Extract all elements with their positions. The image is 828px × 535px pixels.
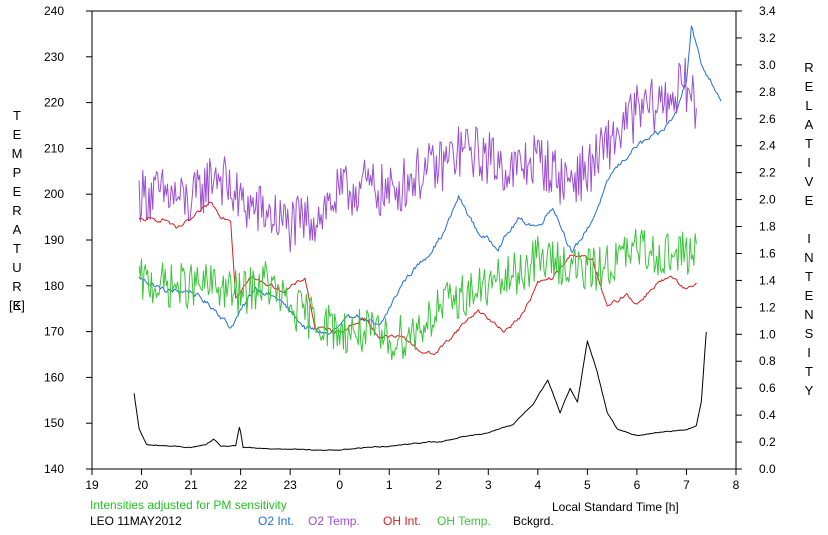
y-left-tick-label-170: 170 <box>44 325 64 339</box>
station-date: LEO 11MAY2012 <box>90 514 182 528</box>
axis-title-letter: I <box>807 155 811 170</box>
y-right-tick-label-2.6: 2.6 <box>759 112 776 126</box>
series-line-oh-temp <box>138 228 697 361</box>
y-right-tick-label-0.6: 0.6 <box>759 381 776 395</box>
x-axis: 19 20 21 22 23 0 1 2 3 4 5 6 7 8 <box>85 469 740 492</box>
axis-title-letter: P <box>12 165 22 180</box>
y-left-tick-label-160: 160 <box>44 370 64 384</box>
y-right-tick-label-0.8: 0.8 <box>759 354 776 368</box>
x-tick-label-0: 0 <box>336 478 343 492</box>
axis-title-letter: E <box>12 184 22 199</box>
y-right-tick-label-1.4: 1.4 <box>759 273 776 287</box>
y-left-tick-label-180: 180 <box>44 279 64 293</box>
y-axis-right: 0.0 0.2 0.4 0.6 0.8 1.0 1.2 1.4 1.6 1.8 2.0 2.2 2.4 2… <box>736 4 776 476</box>
x-tick-label-5: 5 <box>584 478 591 492</box>
y-right-tick-label-0.4: 0.4 <box>759 408 776 422</box>
y-left-tick-label-200: 200 <box>44 187 64 201</box>
axis-title-letter <box>802 210 816 229</box>
axis-title-letter: V <box>804 174 814 189</box>
y-right-tick-label-2.0: 2.0 <box>759 193 776 207</box>
y-left-tick-label-140: 140 <box>44 462 64 476</box>
series-layer <box>133 25 722 451</box>
axis-title-letter: I <box>807 345 811 360</box>
axis-title-letter: Y <box>804 383 814 398</box>
series-line-oh-int <box>138 201 697 355</box>
y-right-tick-label-1.8: 1.8 <box>759 220 776 234</box>
axis-title-letter: U <box>12 260 22 275</box>
legend-oh-temp: OH Temp. <box>437 514 491 528</box>
x-tick-label-19: 19 <box>85 478 99 492</box>
y-right-tick-label-3.2: 3.2 <box>759 31 776 45</box>
x-tick-label-1: 1 <box>386 478 393 492</box>
y-right-tick-label-2.4: 2.4 <box>759 139 776 153</box>
axis-title-letter: R <box>12 203 22 218</box>
axis-title-letter: N <box>804 307 814 322</box>
y-left-tick-label-220: 220 <box>44 96 64 110</box>
x-tick-label-8: 8 <box>733 478 740 492</box>
axis-title-letter: T <box>805 364 813 379</box>
x-tick-label-7: 7 <box>683 478 690 492</box>
axis-title-letter: E <box>12 298 22 313</box>
axis-title-letter: A <box>12 222 22 237</box>
x-tick-label-6: 6 <box>634 478 641 492</box>
y-left-tick-label-210: 210 <box>44 141 64 155</box>
legend-bckgrd: Bckgrd. <box>513 514 554 528</box>
y-left-tick-label-150: 150 <box>44 416 64 430</box>
x-axis-title: Local Standard Time [h] <box>552 500 679 514</box>
y-right-tick-label-1.0: 1.0 <box>759 327 776 341</box>
y-right-tick-label-3.4: 3.4 <box>759 4 776 18</box>
axis-title-letter: E <box>804 79 814 94</box>
x-tick-label-23: 23 <box>283 478 297 492</box>
axis-title-letter: M <box>11 146 23 161</box>
y-left-tick-label-240: 240 <box>44 4 64 18</box>
y-right-tick-label-3.0: 3.0 <box>759 58 776 72</box>
axis-title-letter: R <box>804 60 814 75</box>
axis-title-letter: I <box>807 231 811 246</box>
y-left-tick-label-190: 190 <box>44 233 64 247</box>
axis-title-letter: L <box>805 98 813 113</box>
axis-title-letter: T <box>805 136 813 151</box>
axis-title-letter: R <box>12 279 22 294</box>
legend-o2-int: O2 Int. <box>258 514 295 528</box>
x-tick-label-22: 22 <box>234 478 248 492</box>
y-right-tick-label-2.2: 2.2 <box>759 166 776 180</box>
x-tick-label-21: 21 <box>184 478 198 492</box>
x-tick-label-20: 20 <box>135 478 149 492</box>
y-right-tick-label-0.0: 0.0 <box>759 462 776 476</box>
legend-oh-int: OH Int. <box>383 514 422 528</box>
sensitivity-note: Intensities adjusted for PM sensitivity <box>90 498 287 512</box>
axis-title-letter: E <box>804 193 814 208</box>
series-line-o2-int <box>138 25 722 335</box>
y-left-tick-label-230: 230 <box>44 50 64 64</box>
axis-title-letter: E <box>804 288 814 303</box>
axis-title-letter: T <box>13 108 21 123</box>
x-tick-label-4: 4 <box>535 478 542 492</box>
axis-title-letter: A <box>804 117 814 132</box>
axis-title-letter: T <box>805 269 813 284</box>
y-right-tick-label-0.2: 0.2 <box>759 435 776 449</box>
series-line-o2-temp <box>138 57 697 253</box>
y-right-tick-label-2.8: 2.8 <box>759 85 776 99</box>
series-line-bckgrd <box>133 331 707 451</box>
axis-title-letter: E <box>12 127 22 142</box>
y-right-tick-label-1.6: 1.6 <box>759 246 776 260</box>
plot-frame <box>91 10 737 470</box>
y-right-tick-label-1.2: 1.2 <box>759 300 776 314</box>
axis-title-letter: S <box>804 326 814 341</box>
axis-title-letter: N <box>804 250 814 265</box>
legend-o2-temp: O2 Temp. <box>308 514 360 528</box>
axis-title-letter: T <box>13 241 21 256</box>
x-tick-label-3: 3 <box>485 478 492 492</box>
y-axis-left: 140 150 160 170 180 190 200 210 220 230 240 <box>44 4 92 476</box>
y-axis-left-unit: [K] <box>9 298 25 313</box>
x-tick-label-2: 2 <box>435 478 442 492</box>
